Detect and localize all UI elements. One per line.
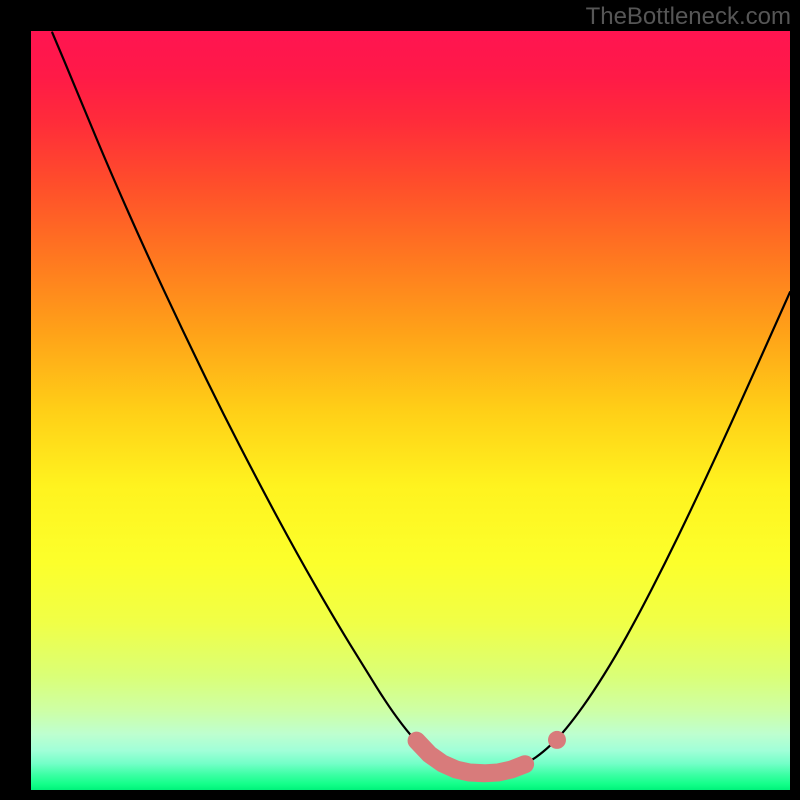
chart-frame: TheBottleneck.com	[0, 0, 800, 800]
marker-dot	[548, 731, 566, 749]
plot-background	[31, 31, 790, 790]
watermark-text: TheBottleneck.com	[586, 3, 791, 31]
bottleneck-chart	[0, 0, 800, 800]
